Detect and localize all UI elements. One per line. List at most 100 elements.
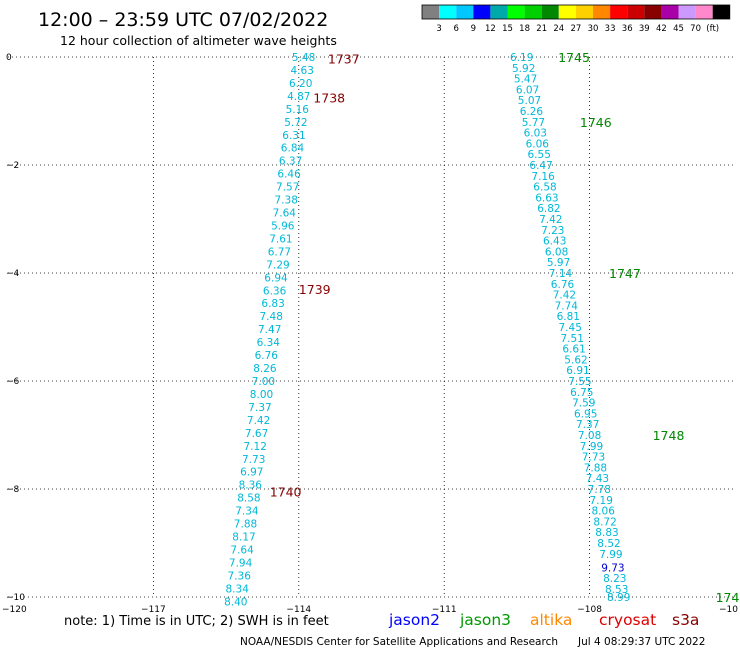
legend-cryosat: cryosat: [599, 611, 656, 629]
swh-point: 7.47: [258, 324, 281, 336]
swh-point: 6.43: [543, 236, 566, 248]
swh-point: 8.17: [232, 532, 255, 544]
swh-point: 6.06: [526, 138, 550, 150]
swh-point: 6.31: [282, 130, 305, 142]
legend-jason3: jason3: [459, 611, 511, 629]
color-scale-swatch: [661, 5, 679, 19]
swh-point: 8.53: [605, 584, 628, 596]
swh-point: 6.47: [529, 160, 552, 172]
x-tick-label: −108: [577, 605, 602, 615]
swh-point: 7.55: [568, 376, 591, 388]
swh-point: 5.07: [518, 95, 541, 107]
axis-ticks: 0 −2 −4 −6 −8 −10 −117 −114 −111 −108 −120 −10: [2, 53, 738, 615]
swh-point: 7.67: [245, 428, 268, 440]
pass-number-label: 1740: [270, 485, 302, 500]
swh-point: 7.73: [242, 454, 265, 466]
swh-point: 6.20: [289, 78, 312, 90]
y-tick-label: −2: [6, 161, 19, 171]
swh-point: 7.29: [266, 259, 289, 271]
color-scale-label: 15: [502, 24, 513, 34]
swh-point: 6.55: [528, 149, 551, 161]
swh-point: 5.48: [292, 52, 315, 64]
color-scale-swatch: [644, 5, 662, 19]
footer-credit: NOAA/NESDIS Center for Satellite Applica…: [240, 636, 558, 648]
swh-point: 8.52: [597, 538, 620, 550]
swh-point: 8.72: [593, 516, 616, 528]
swh-point: 5.77: [522, 117, 545, 129]
chart-subtitle: 12 hour collection of altimeter wave hei…: [60, 33, 337, 48]
swh-point: 6.07: [516, 84, 539, 96]
pass-number-label: 174: [716, 590, 740, 605]
pass-number-label: 1745: [558, 50, 590, 65]
swh-point: 5.72: [284, 117, 307, 129]
color-scale-label: 3: [436, 24, 441, 34]
swh-point: 7.45: [559, 322, 582, 334]
x-tick-label: −111: [432, 605, 457, 615]
swh-point: 7.78: [588, 484, 611, 496]
swh-point: 8.40: [224, 596, 247, 608]
swh-point: 6.81: [557, 311, 580, 323]
swh-point: 5.92: [512, 63, 535, 75]
swh-point: 7.61: [269, 233, 292, 245]
swh-point: 8.99: [607, 592, 630, 604]
swh-point: 7.57: [276, 182, 299, 194]
swh-point: 7.23: [541, 225, 564, 237]
swh-point: 6.03: [524, 128, 547, 140]
swh-point: 7.38: [275, 195, 298, 207]
color-scale-label: 33: [605, 24, 616, 34]
swh-point: 5.62: [564, 354, 587, 366]
color-scale-swatch: [507, 5, 525, 19]
legend-s3a: s3a: [672, 611, 699, 629]
color-scale-swatch: [610, 5, 628, 19]
swh-point: 9.73: [601, 562, 624, 574]
swh-point: 6.58: [533, 182, 556, 194]
color-scale-label: 9: [471, 24, 476, 34]
pass-number-label: 1747: [609, 266, 641, 281]
swh-point: 8.06: [592, 506, 616, 518]
color-scale-swatch: [678, 5, 696, 19]
color-scale-label: 6: [453, 24, 458, 34]
y-tick-label: −4: [6, 269, 20, 279]
swh-point: 6.36: [263, 285, 287, 297]
y-tick-label: −6: [6, 377, 20, 387]
swh-point: 8.34: [226, 583, 250, 595]
color-scale-label: (ft): [706, 24, 719, 34]
swh-values: 5.484.636.204.875.165.726.316.846.376.46…: [224, 52, 630, 608]
pass-number-label: 1748: [653, 428, 685, 443]
footer-timestamp: Jul 4 08:29:37 UTC 2022: [577, 636, 705, 648]
color-scale-swatch: [490, 5, 508, 19]
color-scale-label: 24: [553, 24, 564, 34]
swh-point: 7.42: [539, 214, 562, 226]
swh-point: 6.94: [264, 272, 288, 284]
swh-point: 8.26: [253, 363, 277, 375]
color-scale-label: 30: [588, 24, 599, 34]
swh-point: 7.00: [252, 376, 275, 388]
color-scale-swatch: [558, 5, 576, 19]
swh-point: 7.12: [244, 441, 267, 453]
swh-point: 7.59: [572, 398, 595, 410]
swh-point: 5.97: [547, 257, 570, 269]
y-tick-label: −8: [6, 485, 20, 495]
swh-point: 8.83: [595, 527, 618, 539]
color-scale-label: 21: [536, 24, 547, 34]
swh-point: 4.63: [291, 65, 314, 77]
swh-point: 7.88: [584, 462, 607, 474]
color-scale-swatch: [456, 5, 474, 19]
x-tick-label: −114: [286, 605, 311, 615]
swh-point: 6.77: [268, 246, 291, 258]
swh-point: 8.36: [239, 480, 263, 492]
swh-point: 6.76: [551, 279, 575, 291]
swh-point: 8.23: [603, 573, 626, 585]
swh-point: 6.75: [570, 387, 593, 399]
color-scale-label: 36: [622, 24, 633, 34]
swh-point: 7.99: [599, 549, 622, 561]
swh-point: 6.46: [277, 169, 301, 181]
swh-point: 7.42: [553, 290, 576, 302]
swh-point: 7.99: [580, 441, 603, 453]
swh-point: 7.43: [586, 473, 609, 485]
pass-number-label: 1746: [580, 115, 612, 130]
satellite-legend: jason2 jason3 altika cryosat s3a: [388, 611, 699, 629]
swh-point: 6.26: [520, 106, 544, 118]
chart-title: 12:00 – 23:59 UTC 07/02/2022: [38, 9, 328, 31]
swh-point: 6.84: [281, 143, 305, 155]
